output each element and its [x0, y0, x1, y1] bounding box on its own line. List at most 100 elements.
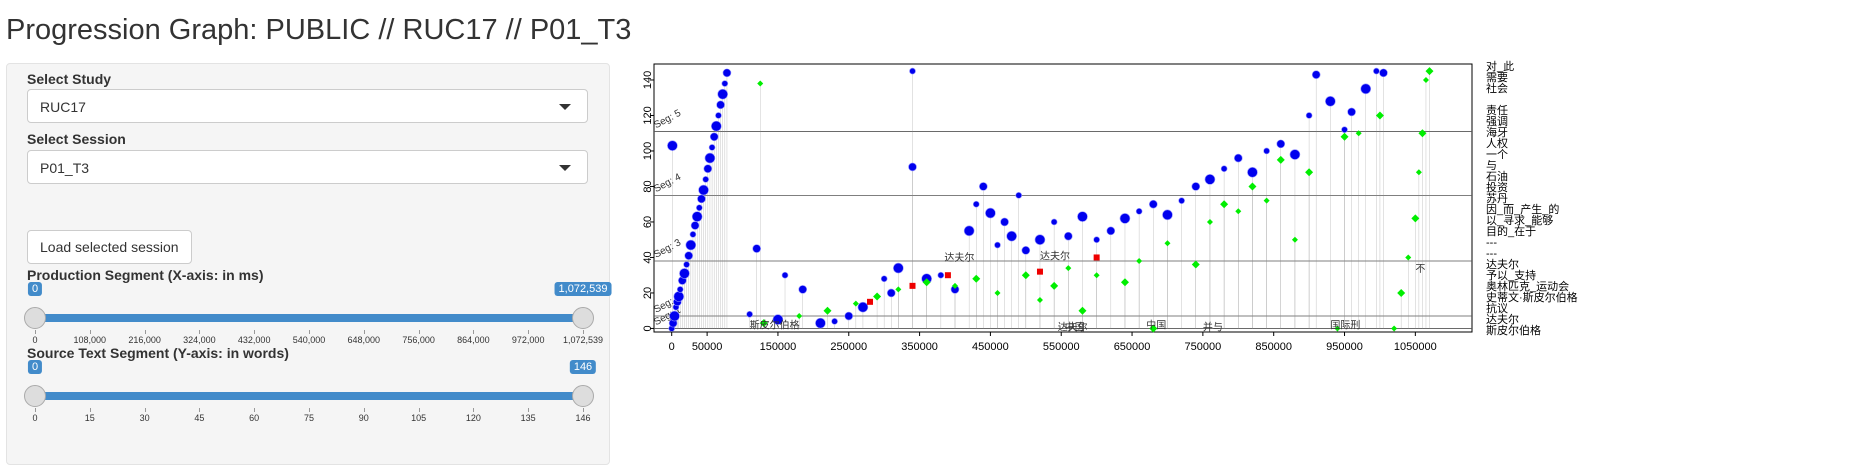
inline-annotation: 并与: [1203, 320, 1223, 333]
y-slider-min-value: 0: [27, 360, 43, 374]
target-word-label: 斯皮尔伯格: [1486, 323, 1541, 337]
blue-point: [909, 67, 916, 75]
green-point: [1078, 306, 1087, 315]
y-tick-label: 60: [642, 216, 654, 228]
target-word-label: 对_此: [1486, 59, 1514, 73]
blue-point: [683, 261, 690, 268]
slider-tick-label: 216,000: [128, 335, 161, 345]
green-point: [852, 300, 859, 307]
green-point: [1291, 236, 1298, 243]
slider-tick: [363, 330, 365, 334]
slider-tick: [199, 330, 201, 334]
green-point: [1220, 200, 1229, 209]
blue-point: [857, 301, 869, 313]
slider-tick-label: 972,000: [511, 335, 545, 345]
blue-point: [1162, 209, 1173, 221]
target-word-label: 抗议: [1486, 301, 1508, 315]
blue-point: [703, 164, 713, 174]
chevron-down-icon: [559, 165, 571, 171]
x-tick-label: 650000: [1114, 341, 1151, 353]
blue-point: [880, 275, 888, 283]
y-slider-min-handle[interactable]: [24, 385, 46, 407]
x-range-slider[interactable]: 0 1,072,539 0 108,000 216,000 324,000 432,00…: [24, 278, 612, 345]
slider-tick: [583, 408, 584, 412]
blue-point: [1034, 234, 1046, 246]
blue-point: [676, 286, 684, 293]
blue-point: [798, 285, 808, 294]
segment-label: Seg: 5: [652, 108, 683, 131]
blue-point: [1064, 231, 1073, 241]
target-word-label: 予以_支持: [1486, 268, 1536, 282]
blue-point: [1106, 226, 1116, 236]
study-select-value: RUC17: [40, 99, 86, 115]
plot-area: [653, 63, 1473, 333]
study-select[interactable]: RUC17: [27, 89, 588, 123]
target-word-label: 达夫尔: [1486, 313, 1519, 326]
blue-point: [908, 162, 917, 172]
blue-point: [815, 317, 826, 329]
green-point: [1418, 129, 1427, 138]
target-word-label: 苏丹: [1486, 192, 1508, 205]
blue-point: [1050, 218, 1058, 226]
blue-point: [709, 132, 719, 142]
slider-tick-label: 648,000: [347, 335, 381, 345]
blue-point: [994, 241, 1001, 249]
target-word-label: 奥林匹克_运动会: [1486, 279, 1569, 293]
session-select-value: P01_T3: [40, 160, 90, 176]
slider-tick-label: 432,000: [237, 335, 271, 345]
green-point: [972, 274, 981, 283]
slider-tick: [528, 330, 530, 334]
y-tick-label: 40: [642, 251, 654, 263]
blue-point: [1233, 153, 1243, 163]
inline-annotation: 中国: [1146, 319, 1166, 332]
slider-tick: [35, 408, 36, 412]
blue-point: [772, 314, 784, 325]
session-select[interactable]: P01_T3: [27, 150, 588, 184]
blue-point: [831, 318, 838, 325]
green-point: [1405, 254, 1412, 261]
x-slider-max-handle[interactable]: [572, 307, 594, 329]
slider-tick: [309, 330, 310, 334]
x-slider-min-handle[interactable]: [24, 307, 46, 329]
slider-tick: [528, 408, 530, 412]
red-point: [867, 298, 874, 305]
blue-point: [679, 268, 690, 279]
inline-annotation: 国际刑: [1330, 319, 1360, 332]
session-label: Select Session: [27, 131, 126, 147]
load-session-button[interactable]: Load selected session: [27, 230, 192, 264]
blue-point: [1373, 67, 1380, 75]
target-word-label: ---: [1486, 248, 1497, 260]
green-point: [1334, 325, 1341, 332]
slider-tick: [363, 408, 365, 412]
red-point: [909, 282, 916, 289]
green-point: [1021, 271, 1030, 280]
x-tick-label: 450000: [972, 341, 1009, 353]
target-word-label: ---: [1486, 237, 1497, 249]
green-point: [759, 319, 768, 328]
green-point: [796, 313, 803, 320]
blue-point: [1341, 126, 1348, 133]
x-slider-label: Production Segment (X-axis: in ms): [27, 267, 264, 283]
blue-point: [746, 310, 753, 318]
slider-tick-label: 135: [520, 413, 536, 423]
blue-point: [667, 140, 678, 151]
green-point: [1206, 218, 1213, 225]
y-tick-label: 20: [642, 287, 654, 299]
blue-point: [1021, 246, 1031, 255]
x-tick-label: 850000: [1255, 341, 1292, 353]
blue-point: [886, 288, 896, 298]
blue-point: [690, 221, 700, 230]
slider-tick: [473, 330, 475, 334]
slider-tick-label: 108,000: [73, 335, 107, 345]
blue-point: [673, 291, 685, 302]
blue-point: [1360, 83, 1372, 95]
target-word-label: 需要: [1486, 71, 1508, 84]
y-range-slider[interactable]: 0 146 0 15 30 45 60 75 90 105 120 135 146: [24, 356, 597, 423]
slider-tick: [254, 408, 256, 412]
y-slider-max-handle[interactable]: [572, 385, 594, 407]
red-point: [1036, 268, 1043, 275]
target-word-label: 责任: [1486, 104, 1508, 117]
blue-point: [1325, 95, 1336, 107]
blue-point: [752, 244, 761, 253]
